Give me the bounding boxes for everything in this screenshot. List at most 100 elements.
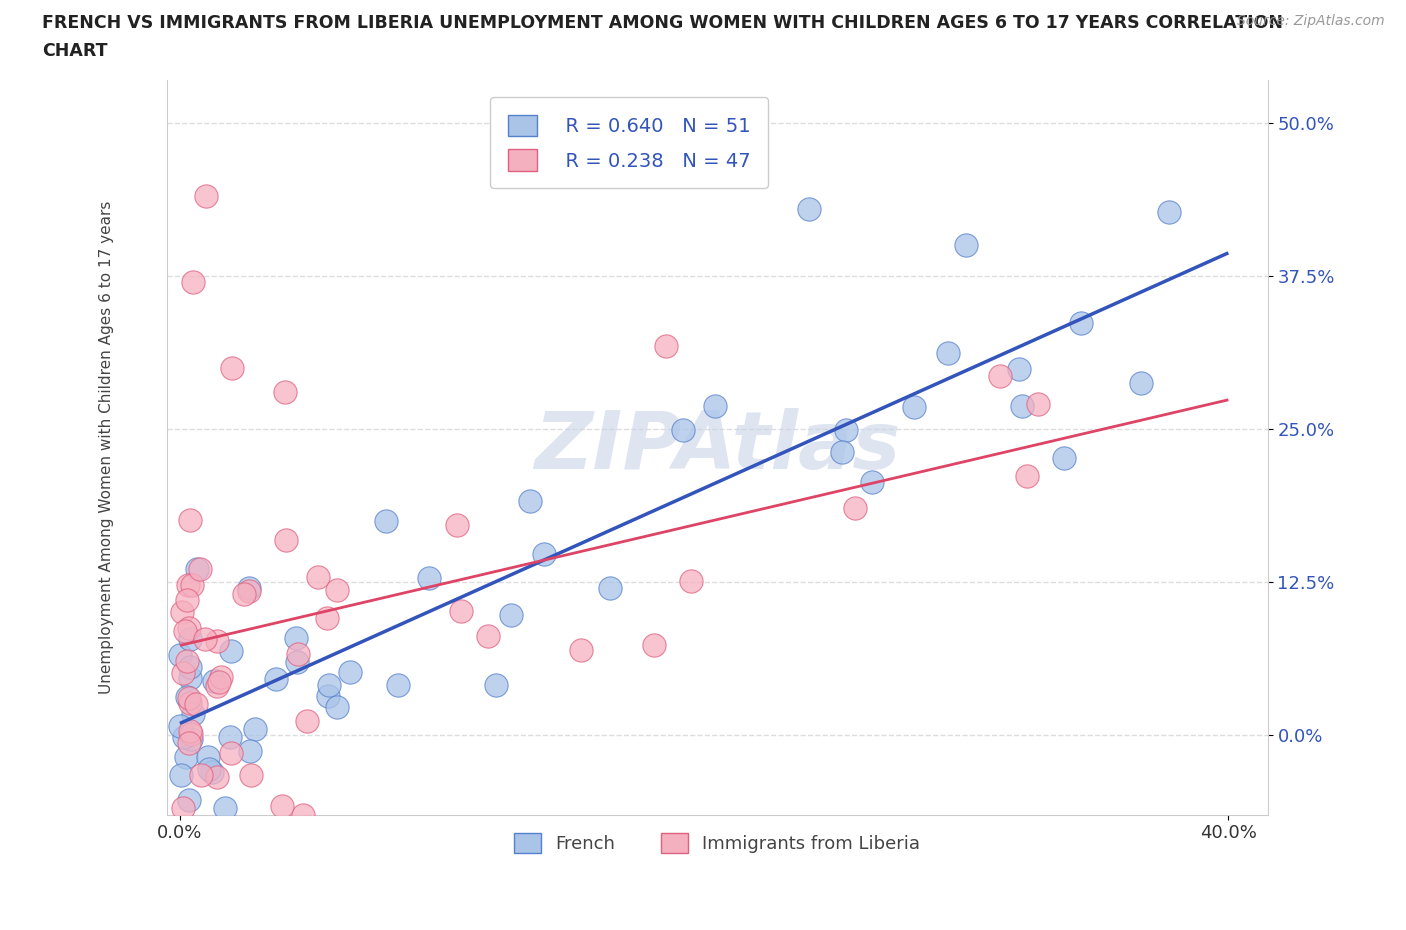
Point [274, 533, 297, 548]
Point [274, 385, 297, 400]
Text: CHART: CHART [42, 42, 108, 60]
Text: ZIPAtlas: ZIPAtlas [534, 408, 900, 486]
Point [418, 571, 440, 586]
Point [179, 724, 201, 738]
Point [238, 581, 260, 596]
Point [170, 604, 193, 619]
Point [201, 764, 224, 779]
Point [179, 513, 201, 528]
Point [1070, 316, 1092, 331]
Legend: French, Immigrants from Liberia: French, Immigrants from Liberia [508, 826, 928, 860]
Point [174, 750, 197, 764]
Point [207, 679, 229, 694]
Point [318, 678, 340, 693]
Point [672, 423, 695, 438]
Point [295, 713, 318, 728]
Point [218, 730, 240, 745]
Point [831, 445, 853, 459]
Point [307, 570, 329, 585]
Point [209, 670, 232, 684]
Point [194, 631, 217, 646]
Point [180, 578, 202, 592]
Point [239, 767, 262, 782]
Point [173, 730, 195, 745]
Point [239, 743, 262, 758]
Point [169, 767, 191, 782]
Point [179, 671, 201, 686]
Point [326, 583, 349, 598]
Point [988, 368, 1011, 383]
Point [375, 514, 398, 529]
Point [704, 398, 727, 413]
Point [1011, 399, 1033, 414]
Point [179, 736, 201, 751]
Point [315, 611, 337, 626]
Point [238, 584, 260, 599]
Point [188, 562, 211, 577]
Point [205, 770, 228, 785]
Point [1017, 468, 1039, 483]
Point [177, 793, 200, 808]
Point [1008, 362, 1031, 377]
Point [569, 643, 592, 658]
Point [287, 647, 309, 662]
Point [233, 586, 256, 601]
Point [190, 767, 212, 782]
Point [485, 678, 508, 693]
Point [205, 634, 228, 649]
Point [499, 608, 522, 623]
Point [446, 518, 468, 533]
Point [387, 678, 409, 693]
Point [519, 494, 541, 509]
Point [936, 345, 959, 360]
Point [202, 674, 225, 689]
Point [245, 722, 267, 737]
Point [179, 631, 201, 646]
Point [186, 562, 208, 577]
Point [287, 655, 309, 670]
Point [1159, 205, 1181, 219]
Point [197, 750, 219, 764]
Point [174, 623, 197, 638]
Point [797, 201, 820, 216]
Point [172, 666, 194, 681]
Point [176, 653, 198, 668]
Point [176, 592, 198, 607]
Point [860, 475, 883, 490]
Point [169, 648, 191, 663]
Point [172, 801, 194, 816]
Point [177, 578, 200, 593]
Point [271, 799, 294, 814]
Point [903, 399, 925, 414]
Point [177, 620, 200, 635]
Point [1026, 396, 1049, 411]
Point [285, 631, 308, 645]
Point [450, 604, 472, 618]
Point [477, 629, 499, 644]
Point [208, 674, 231, 689]
Point [177, 691, 200, 706]
Point [533, 547, 555, 562]
Point [655, 339, 678, 353]
Point [180, 726, 202, 741]
Text: FRENCH VS IMMIGRANTS FROM LIBERIA UNEMPLOYMENT AMONG WOMEN WITH CHILDREN AGES 6 : FRENCH VS IMMIGRANTS FROM LIBERIA UNEMPL… [42, 14, 1284, 32]
Point [318, 689, 340, 704]
Point [326, 700, 349, 715]
Point [179, 660, 201, 675]
Point [179, 695, 201, 710]
Point [219, 745, 242, 760]
Point [176, 690, 198, 705]
Point [221, 644, 243, 658]
Text: Unemployment Among Women with Children Ages 6 to 17 years: Unemployment Among Women with Children A… [98, 201, 114, 694]
Point [214, 801, 236, 816]
Point [1053, 450, 1076, 465]
Text: Source: ZipAtlas.com: Source: ZipAtlas.com [1237, 14, 1385, 28]
Point [221, 360, 243, 375]
Point [679, 573, 702, 588]
Point [197, 761, 219, 776]
Point [1130, 376, 1153, 391]
Point [184, 697, 207, 711]
Point [195, 189, 218, 204]
Point [339, 664, 361, 679]
Point [292, 807, 315, 822]
